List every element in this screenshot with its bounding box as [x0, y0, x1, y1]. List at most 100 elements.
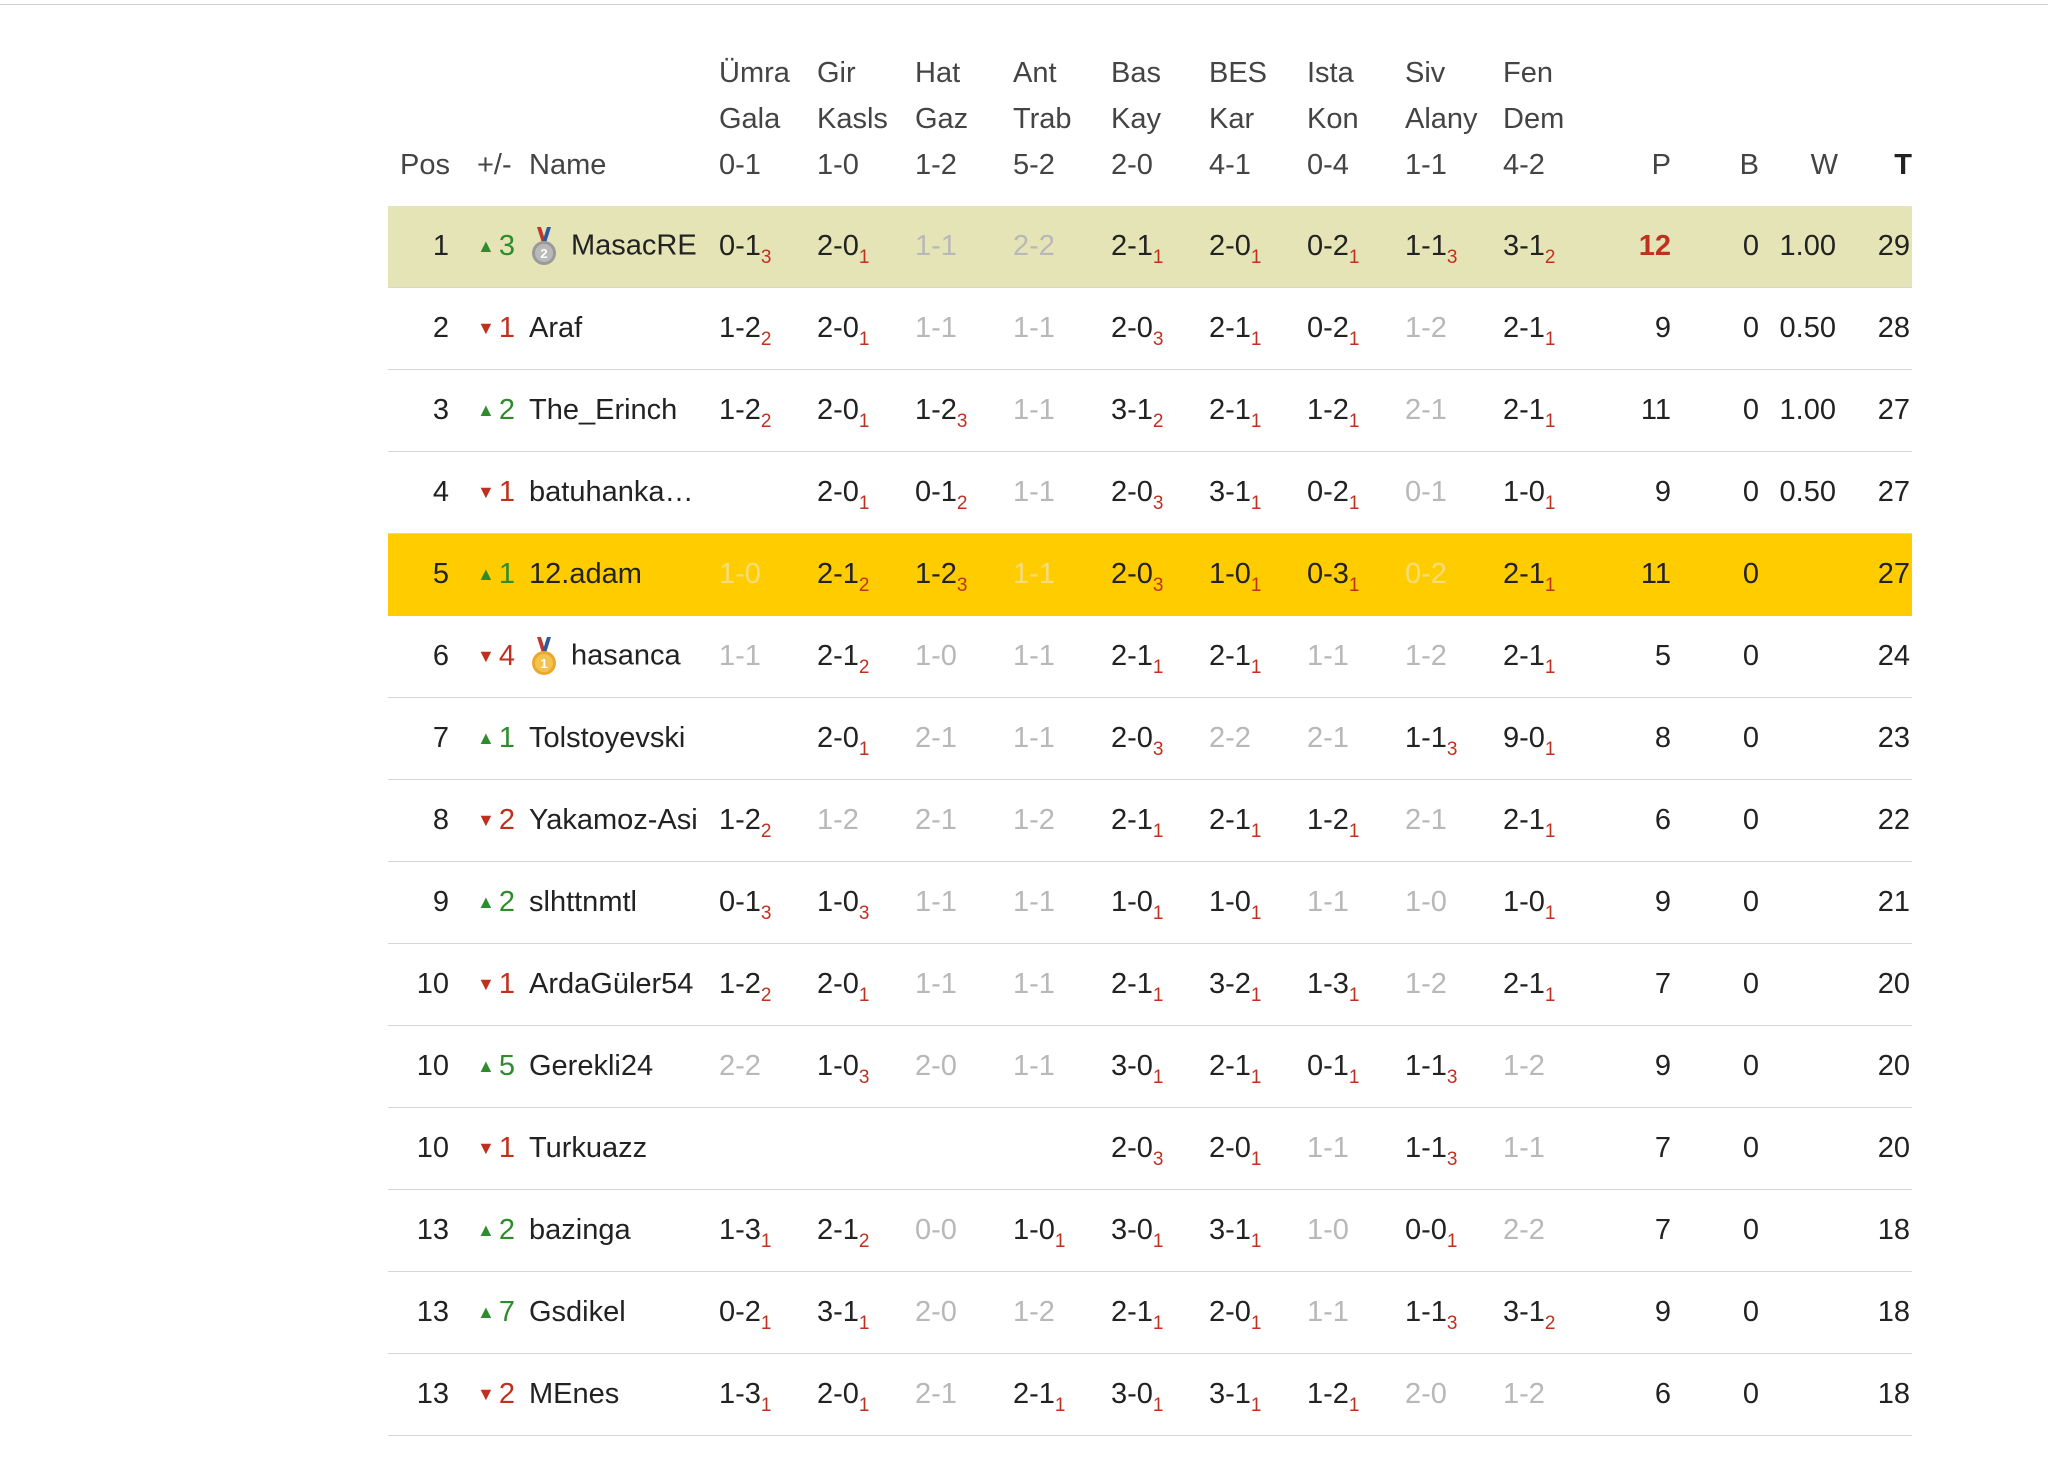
- player-name-cell[interactable]: Tolstoyevski: [521, 697, 719, 780]
- player-name[interactable]: slhttnmtl: [529, 886, 637, 918]
- prediction-cell: [817, 1107, 915, 1190]
- weight-cell: [1763, 861, 1838, 944]
- header-weight[interactable]: W: [1810, 149, 1838, 181]
- player-name[interactable]: bazinga: [529, 1214, 631, 1246]
- prediction-cell: 2-11: [1503, 779, 1601, 862]
- header-match-5[interactable]: Bas Kay 2-0: [1111, 50, 1209, 206]
- prediction-cell: 1-21: [1307, 1353, 1405, 1436]
- player-name-cell[interactable]: Turkuazz: [521, 1107, 719, 1190]
- bonus-cell: 0: [1693, 779, 1763, 862]
- prediction-cell: 0-12: [915, 451, 1013, 534]
- table-row[interactable]: 13 ▲ 7 Gsdikel 0-21 3-11 2-0 1-2 2-11 2-01 1-1 1-13…: [388, 1271, 1912, 1354]
- prediction-points: 1: [1250, 1395, 1262, 1416]
- player-name-cell[interactable]: MEnes: [521, 1353, 719, 1436]
- table-row[interactable]: 10 ▲ 5 Gerekli24 2-2 1-03 2-0 1-1 3-01 2-11 0-11 1-…: [388, 1025, 1912, 1108]
- bonus-cell: 0: [1693, 287, 1763, 370]
- rank-change-cell: ▼ 4: [463, 615, 521, 698]
- player-name-cell[interactable]: Gerekli24: [521, 1025, 719, 1108]
- prediction-cell: 1-03: [817, 861, 915, 944]
- table-row[interactable]: 3 ▲ 2 The_Erinch 1-22 2-01 1-23 1-1 3-12 2-11 1-21…: [388, 369, 1912, 452]
- table-row[interactable]: 13 ▼ 2 MEnes 1-31 2-01 2-1 2-11 3-01 3-11 1-21 2-0 1…: [388, 1353, 1912, 1436]
- player-name-cell[interactable]: 2 MasacRE: [521, 206, 719, 288]
- table-row[interactable]: 10 ▼ 1 Turkuazz 2-03 2-01 1-1 1-13 1-1 7 0 20: [388, 1107, 1912, 1190]
- weight-cell: [1763, 697, 1838, 780]
- player-name[interactable]: Gsdikel: [529, 1296, 626, 1328]
- header-bonus[interactable]: B: [1739, 149, 1759, 181]
- rank-change-value: 5: [498, 1050, 515, 1082]
- header-match-1[interactable]: Ümra Gala 0-1: [719, 50, 817, 206]
- prediction-points: 1: [1250, 247, 1262, 268]
- player-name[interactable]: batuhanka…: [529, 476, 694, 508]
- player-name-cell[interactable]: bazinga: [521, 1189, 719, 1272]
- predicted-score: 2-1: [1111, 1296, 1153, 1328]
- table-row[interactable]: 2 ▼ 1 Araf 1-22 2-01 1-1 1-1 2-03 2-11 0-21 1-2 2-11…: [388, 287, 1912, 370]
- player-name[interactable]: MasacRE: [571, 229, 697, 262]
- table-row[interactable]: 4 ▼ 1 batuhanka… 2-01 0-12 1-1 2-03 3-11 0-21 0-1 1…: [388, 451, 1912, 534]
- player-name-cell[interactable]: batuhanka…: [521, 451, 719, 534]
- header-match-7[interactable]: Ista Kon 0-4: [1307, 50, 1405, 206]
- prediction-cell: 3-21: [1209, 943, 1307, 1026]
- header-match-6[interactable]: BES Kar 4-1: [1209, 50, 1307, 206]
- table-row[interactable]: 7 ▲ 1 Tolstoyevski 2-01 2-1 1-1 2-03 2-2 2-1 1-13 9…: [388, 697, 1912, 780]
- prediction-points: 2: [1152, 411, 1164, 432]
- table-row[interactable]: 13 ▲ 2 bazinga 1-31 2-12 0-0 1-01 3-01 3-11 1-0 0-0…: [388, 1189, 1912, 1272]
- header-match-2[interactable]: Gir Kasls 1-0: [817, 50, 915, 206]
- player-name[interactable]: MEnes: [529, 1378, 620, 1410]
- player-name-cell[interactable]: The_Erinch: [521, 369, 719, 452]
- player-name[interactable]: Turkuazz: [529, 1132, 648, 1164]
- player-name[interactable]: Yakamoz-Asi: [529, 804, 698, 836]
- predicted-score: 1-2: [1307, 804, 1349, 836]
- predicted-score: 2-1: [1111, 968, 1153, 1000]
- player-name[interactable]: The_Erinch: [529, 394, 678, 426]
- prediction-cell: 3-11: [1209, 1353, 1307, 1436]
- predicted-score: 2-0: [817, 968, 859, 1000]
- predicted-score: 2-0: [817, 394, 859, 426]
- predicted-score: 1-1: [1307, 886, 1349, 918]
- bonus-cell: 0: [1693, 861, 1763, 944]
- table-row[interactable]: 6 ▼ 4 1 hasanca 1-1 2-12 1-0 1-1 2-11 2-11 1-1 1-2 2-…: [388, 615, 1912, 698]
- prediction-cell: 1-1: [1013, 615, 1111, 698]
- predicted-score: 2-0: [1405, 1378, 1447, 1410]
- header-match-line: Fen: [1503, 57, 1553, 89]
- bonus-cell: 0: [1693, 943, 1763, 1026]
- player-name[interactable]: ArdaGüler54: [529, 968, 694, 1000]
- header-points[interactable]: P: [1651, 149, 1671, 181]
- prediction-cell: 1-2: [1405, 943, 1503, 1026]
- header-pos[interactable]: Pos: [400, 149, 450, 181]
- player-name-cell[interactable]: slhttnmtl: [521, 861, 719, 944]
- table-row[interactable]: 8 ▼ 2 Yakamoz-Asi 1-22 1-2 2-1 1-2 2-11 2-11 1-21 2…: [388, 779, 1912, 862]
- player-name-cell[interactable]: Yakamoz-Asi: [521, 779, 719, 862]
- player-name-cell[interactable]: 12.adam: [521, 533, 719, 616]
- header-match-9[interactable]: Fen Dem 4-2: [1503, 50, 1601, 206]
- table-row[interactable]: 5 ▲ 1 12.adam 1-0 2-12 1-23 1-1 2-03 1-01 0-31 0-2 2…: [388, 533, 1912, 616]
- table-row[interactable]: 10 ▼ 1 ArdaGüler54 1-22 2-01 1-1 1-1 2-11 3-21 1-3…: [388, 943, 1912, 1026]
- header-match-3[interactable]: Hat Gaz 1-2: [915, 50, 1013, 206]
- player-name-cell[interactable]: Araf: [521, 287, 719, 370]
- bonus-cell: 0: [1693, 1353, 1763, 1436]
- player-name-cell[interactable]: 1 hasanca: [521, 615, 719, 698]
- predicted-score: 2-0: [1111, 312, 1153, 344]
- player-name-cell[interactable]: Gsdikel: [521, 1271, 719, 1354]
- header-change[interactable]: +/-: [477, 149, 512, 181]
- header-match-8[interactable]: Siv Alany 1-1: [1405, 50, 1503, 206]
- rank-change-cell: ▲ 2: [463, 369, 521, 452]
- player-name[interactable]: Araf: [529, 312, 583, 344]
- prediction-cell: 2-01: [817, 943, 915, 1026]
- player-name-cell[interactable]: ArdaGüler54: [521, 943, 719, 1026]
- prediction-points: 1: [1250, 657, 1262, 678]
- player-name[interactable]: 12.adam: [529, 558, 642, 590]
- total-cell: 28: [1838, 287, 1912, 370]
- player-name[interactable]: Gerekli24: [529, 1050, 654, 1082]
- prediction-points: 1: [1544, 493, 1556, 514]
- points-cell: 6: [1601, 1353, 1693, 1436]
- header-total[interactable]: T: [1894, 149, 1912, 181]
- header-name[interactable]: Name: [529, 149, 607, 181]
- prediction-points: 1: [1054, 1395, 1066, 1416]
- player-name[interactable]: Tolstoyevski: [529, 722, 686, 754]
- header-match-4[interactable]: Ant Trab 5-2: [1013, 50, 1111, 206]
- table-row[interactable]: 1 ▲ 3 2 MasacRE 0-13 2-01 1-1 2-2 2-11 2-01 0-21 1-1…: [388, 206, 1912, 288]
- table-row[interactable]: 9 ▲ 2 slhttnmtl 0-13 1-03 1-1 1-1 1-01 1-01 1-1 1-0…: [388, 861, 1912, 944]
- prediction-cell: 1-1: [1307, 861, 1405, 944]
- predicted-score: 1-0: [817, 886, 859, 918]
- player-name[interactable]: hasanca: [571, 639, 681, 672]
